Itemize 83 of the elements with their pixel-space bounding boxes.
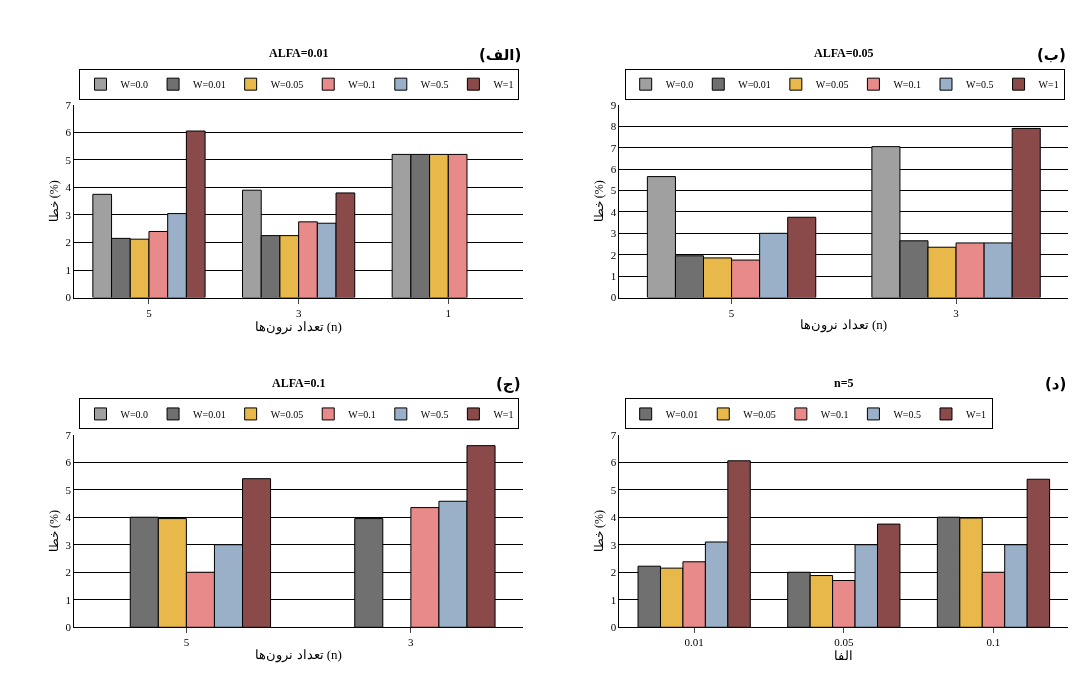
legend-label: W=0.01 [193,408,226,420]
chart-title: ALFA=0.1 [272,376,326,390]
x-tick-label: 3 [408,636,415,649]
legend-label: W=1 [493,79,514,91]
y-tick-label: 7 [65,98,72,111]
x-axis-title: تعداد نرون‌ها (n) [800,317,888,334]
text: (ج) [496,375,521,393]
y-tick-label: 2 [610,566,617,579]
legend-label: W=0.1 [893,79,921,91]
legend-label: W=0.5 [965,79,994,91]
legend-label: W=0.01 [738,79,771,91]
y-tick-label: 0 [65,621,72,634]
text: W=0.0 [665,79,694,91]
legend-label: W=0.5 [420,79,449,91]
legend-label: W=0.05 [815,79,849,91]
y-axis-title: خطا (%) [591,180,606,223]
y-tick-label: 6 [610,456,617,469]
y-tick-label: 6 [610,162,617,175]
legend-label: W=0.0 [120,408,149,420]
y-tick-label: 5 [65,153,72,166]
x-tick-label: 3 [953,306,960,319]
y-tick-label: 4 [65,511,72,524]
y-tick-label: 8 [610,120,617,133]
y-tick-label: 7 [65,428,72,441]
x-tick-label: 5 [728,306,735,319]
legend-label: W=0.5 [420,408,449,420]
y-axis-title: خطا (%) [46,509,61,552]
legend-label: W=1 [493,408,514,420]
y-tick-label: 4 [610,511,617,524]
x-axis-title: تعداد نرون‌ها (n) [255,647,342,664]
legend-label: W=0.1 [820,408,849,420]
y-tick-label: 2 [610,248,617,261]
y-tick-label: 7 [610,428,617,441]
y-tick-label: 0 [610,291,617,304]
x-tick-label: 1 [445,306,452,319]
legend-label: W=1 [965,408,987,420]
y-tick-label: 0 [610,621,617,634]
y-tick-label: 1 [65,593,71,606]
y-tick-label: 3 [65,208,72,221]
legend-label: W=0.05 [270,79,304,91]
y-tick-label: 6 [65,126,72,139]
y-tick-label: 4 [610,205,617,218]
x-tick-label: 0.05 [834,636,854,649]
y-tick-label: 3 [610,538,617,551]
x-axis-title: الفا [834,648,854,664]
y-tick-label: 3 [65,538,72,551]
text: (الف) [479,46,522,64]
y-tick-label: 1 [610,269,617,282]
y-tick-label: 7 [610,141,617,154]
x-tick-label: 5 [146,306,153,319]
y-tick-label: 2 [65,236,71,249]
legend-label: W=1 [1038,79,1059,91]
x-tick-label: 5 [183,636,190,649]
y-tick-label: 3 [610,227,617,240]
y-tick-label: 0 [65,291,72,304]
text: W=0.01 [665,408,699,420]
y-tick-label: 5 [610,483,617,496]
x-axis-title: تعداد نرون‌ها (n) [255,318,342,335]
y-tick-label: 6 [65,456,72,469]
y-tick-label: 9 [610,98,617,111]
y-tick-label: 5 [65,483,72,496]
legend-label: W=0.5 [893,408,921,420]
x-tick-label: 0.1 [986,636,1001,649]
text: (د) [1045,375,1067,393]
y-tick-label: 1 [65,263,71,276]
y-tick-label: 1 [610,593,617,606]
chart-title: ALFA=0.01 [269,46,329,60]
y-tick-label: 4 [65,181,72,194]
chart-title: ALFA=0.05 [814,46,874,60]
y-tick-label: 2 [65,566,71,579]
y-tick-label: 5 [610,184,617,197]
legend-label: W=0.1 [348,408,376,420]
legend-label: W=0.0 [120,79,149,91]
y-axis-title: خطا (%) [46,180,61,223]
legend-label: W=0.05 [270,408,304,420]
chart-title: n=5 [834,376,854,390]
text: (ب) [1037,46,1066,64]
x-tick-label: 0.01 [684,636,704,649]
x-tick-label: 3 [295,306,302,319]
y-axis-title: خطا (%) [591,509,606,552]
legend-label: W=0.01 [193,79,226,91]
legend-label: W=0.1 [348,79,376,91]
legend-label: W=0.05 [743,408,776,420]
